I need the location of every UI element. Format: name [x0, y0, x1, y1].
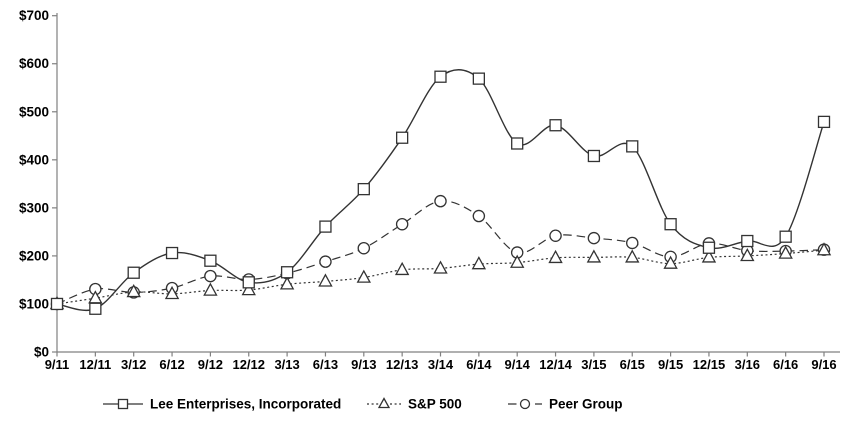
x-tick-label: 12/14: [539, 357, 572, 372]
x-tick-label: 9/11: [45, 357, 70, 372]
triangle-data-point-marker: [548, 249, 563, 264]
x-tick-label: 6/15: [620, 357, 645, 372]
x-tick-label: 3/14: [428, 357, 454, 372]
x-tick-label: 3/13: [274, 357, 299, 372]
circle-data-point-marker: [472, 209, 486, 223]
triangle-data-point-marker: [625, 249, 640, 263]
square-data-point-marker: [395, 131, 409, 144]
square-data-point-marker: [357, 182, 370, 196]
triangle-data-point-marker: [740, 247, 755, 262]
triangle-data-point-marker: [318, 273, 333, 287]
x-tick-label: 9/13: [351, 357, 376, 372]
square-data-point-marker: [587, 149, 601, 163]
circle-data-point-marker: [587, 231, 601, 245]
y-tick-label: $100: [19, 296, 49, 311]
x-tick-label: 9/12: [198, 357, 223, 372]
triangle-data-point-marker: [241, 282, 256, 296]
legend-triangle-icon: [377, 397, 391, 409]
square-data-point-marker: [127, 266, 140, 279]
triangle-data-point-marker: [816, 242, 832, 256]
square-data-point-marker: [702, 241, 716, 254]
triangle-data-point-marker: [356, 269, 371, 283]
circle-data-point-marker: [434, 194, 447, 208]
x-tick-label: 6/16: [773, 357, 798, 372]
square-data-point-marker: [664, 218, 677, 231]
x-tick-label: 3/16: [735, 357, 760, 372]
square-data-point-marker: [280, 266, 294, 279]
legend-square-icon: [117, 398, 129, 410]
square-data-point-marker: [165, 246, 179, 260]
y-tick-label: $500: [19, 104, 49, 119]
x-tick-label: 3/12: [121, 357, 146, 372]
circle-data-point-marker: [204, 269, 217, 283]
y-tick-label: $300: [19, 200, 49, 215]
triangle-data-point-marker: [433, 260, 448, 274]
x-tick-label: 9/14: [505, 357, 531, 372]
triangle-data-point-marker: [701, 249, 717, 263]
x-tick-label: 6/14: [466, 357, 492, 372]
square-data-point-marker: [50, 297, 64, 311]
legend-label: Peer Group: [549, 397, 623, 412]
x-tick-label: 9/15: [658, 357, 683, 372]
y-tick-label: $200: [19, 248, 49, 263]
x-tick-label: 3/15: [581, 357, 606, 372]
circle-data-point-marker: [395, 217, 409, 231]
x-tick-label: 6/12: [159, 357, 184, 372]
triangle-data-point-marker: [510, 254, 525, 268]
square-data-point-marker: [204, 254, 217, 267]
triangle-data-point-marker: [394, 261, 410, 276]
circle-data-point-marker: [549, 229, 562, 242]
triangle-data-point-marker: [586, 249, 602, 263]
x-tick-label: 12/15: [693, 357, 726, 372]
legend-circle-icon: [519, 398, 531, 410]
triangle-data-point-marker: [663, 255, 678, 269]
square-data-point-marker: [626, 140, 639, 153]
triangle-data-point-marker: [203, 282, 218, 296]
square-data-point-marker: [434, 70, 447, 83]
square-data-point-marker: [319, 220, 332, 233]
circle-data-point-marker: [319, 255, 332, 268]
y-tick-label: $400: [19, 152, 49, 167]
square-data-point-marker: [779, 230, 792, 243]
square-data-point-marker: [549, 119, 562, 132]
legend-label: Lee Enterprises, Incorporated: [150, 397, 341, 412]
x-tick-label: 12/12: [232, 357, 265, 372]
triangle-data-point-marker: [471, 256, 487, 270]
triangle-data-point-marker: [164, 285, 180, 300]
square-data-point-marker: [741, 234, 754, 248]
x-tick-label: 6/13: [313, 357, 338, 372]
square-data-point-marker: [817, 115, 831, 129]
square-data-point-marker: [89, 302, 102, 315]
circle-data-point-marker: [626, 236, 639, 250]
triangle-data-point-marker: [778, 245, 793, 259]
x-tick-label: 12/13: [386, 357, 419, 372]
x-tick-label: 9/16: [811, 357, 836, 372]
series-line-triangle: [56, 249, 825, 305]
x-tick-label: 12/11: [79, 357, 111, 372]
y-tick-label: $700: [19, 8, 49, 23]
legend-label: S&P 500: [408, 397, 462, 412]
series-line-square: [56, 69, 825, 312]
y-tick-label: $600: [19, 56, 49, 71]
square-data-point-marker: [472, 72, 486, 85]
square-data-point-marker: [242, 276, 255, 289]
circle-data-point-marker: [357, 241, 371, 255]
triangle-data-point-marker: [279, 276, 295, 290]
triangle-data-point-marker: [126, 283, 141, 298]
square-data-point-marker: [511, 137, 524, 150]
y-tick-label: $0: [34, 345, 49, 360]
